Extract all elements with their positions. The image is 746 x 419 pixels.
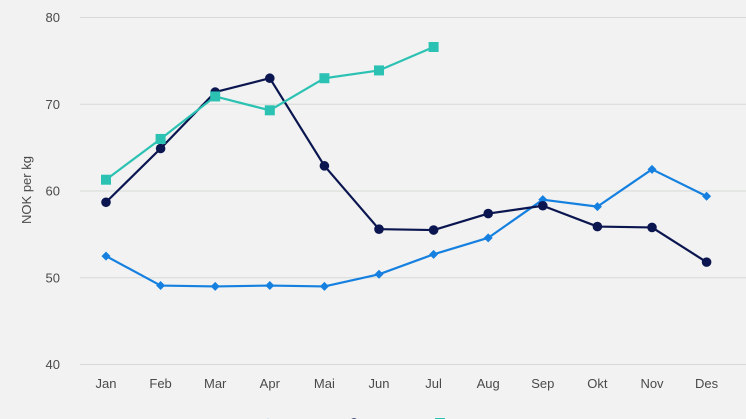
data-point — [265, 281, 275, 291]
x-tick-label: Jan — [96, 376, 117, 391]
x-tick-label: Nov — [640, 376, 664, 391]
data-point — [374, 65, 384, 76]
y-tick-label: 60 — [46, 184, 60, 199]
data-point — [319, 161, 330, 171]
x-tick-label: Okt — [587, 376, 608, 391]
x-axis-ticks: Jan Feb Mar Apr Mai Jun Jul Aug Sep Okt Nov Des — [96, 376, 719, 391]
gridlines — [80, 17, 746, 365]
y-tick-label: 80 — [46, 10, 60, 25]
y-tick-label: 50 — [46, 270, 60, 285]
data-point — [101, 197, 111, 208]
data-point — [701, 257, 712, 267]
x-tick-label: Jul — [425, 376, 442, 391]
data-point — [647, 222, 657, 233]
x-tick-label: Mai — [314, 376, 335, 391]
series-2 — [101, 41, 439, 185]
y-axis-ticks: 40 50 60 70 80 — [46, 10, 60, 372]
data-point — [155, 143, 166, 154]
x-tick-label: Jun — [369, 376, 390, 391]
y-tick-label: 70 — [46, 97, 60, 112]
data-point — [156, 281, 166, 291]
data-point — [101, 174, 111, 185]
data-point — [483, 233, 493, 243]
y-axis-title: NOK per kg — [19, 156, 34, 224]
data-point — [319, 73, 330, 84]
data-point — [101, 251, 111, 261]
data-point — [538, 200, 548, 211]
x-tick-label: Des — [695, 376, 719, 391]
data-point — [319, 281, 329, 291]
series-lines — [101, 41, 712, 291]
data-point — [210, 91, 221, 102]
data-point — [264, 105, 275, 116]
series-1 — [101, 73, 712, 267]
x-tick-label: Apr — [260, 376, 281, 391]
data-point — [210, 281, 220, 291]
series-0 — [101, 164, 712, 291]
data-point — [592, 202, 602, 212]
data-point — [702, 191, 712, 201]
data-point — [374, 224, 384, 234]
data-point — [483, 208, 494, 219]
data-point — [592, 221, 603, 232]
series-line — [105, 168, 708, 288]
data-point — [428, 225, 439, 235]
data-point — [374, 269, 384, 279]
series-line — [105, 77, 708, 264]
x-tick-label: Sep — [531, 376, 554, 391]
x-tick-label: Mar — [204, 376, 227, 391]
x-tick-label: Feb — [149, 376, 171, 391]
data-point — [647, 164, 657, 174]
data-point — [429, 249, 439, 259]
data-point — [155, 133, 166, 144]
data-point — [428, 41, 439, 52]
y-tick-label: 40 — [46, 357, 60, 372]
x-tick-label: Aug — [477, 376, 500, 391]
data-point — [265, 73, 275, 84]
